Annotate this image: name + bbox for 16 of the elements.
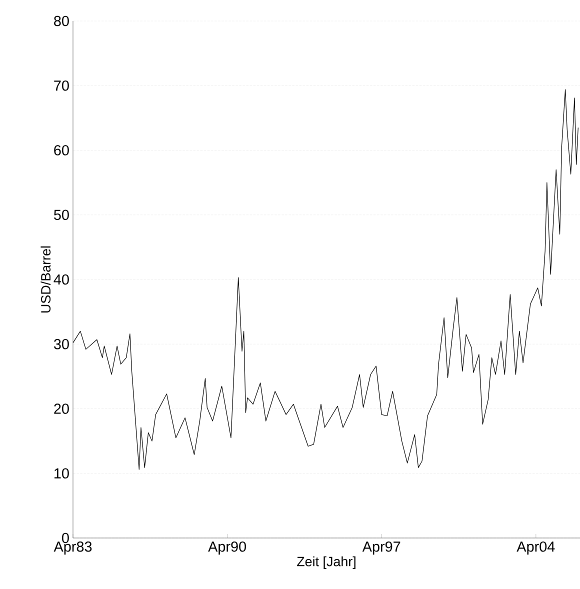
x-tick-label: Apr97 — [362, 542, 400, 555]
y-tick-label: 30 — [54, 339, 69, 350]
y-tick-label: 70 — [54, 80, 69, 91]
x-tick-label: Apr83 — [54, 542, 92, 555]
y-tick-label: 80 — [54, 16, 69, 26]
y-tick-label: 50 — [54, 210, 69, 220]
x-axis-title: Zeit [Jahr] — [296, 556, 356, 569]
y-tick-label: 20 — [54, 404, 69, 414]
y-tick-label: 60 — [54, 145, 69, 156]
y-axis-title: USD/Barrel — [40, 246, 50, 312]
x-tick-label: Apr04 — [516, 542, 555, 555]
y-tick-label: 10 — [54, 468, 69, 478]
y-tick-label: 40 — [54, 274, 69, 285]
x-tick-label: Apr90 — [208, 542, 246, 555]
line-series — [72, 89, 578, 470]
y-tick-label: 0 — [62, 532, 69, 544]
